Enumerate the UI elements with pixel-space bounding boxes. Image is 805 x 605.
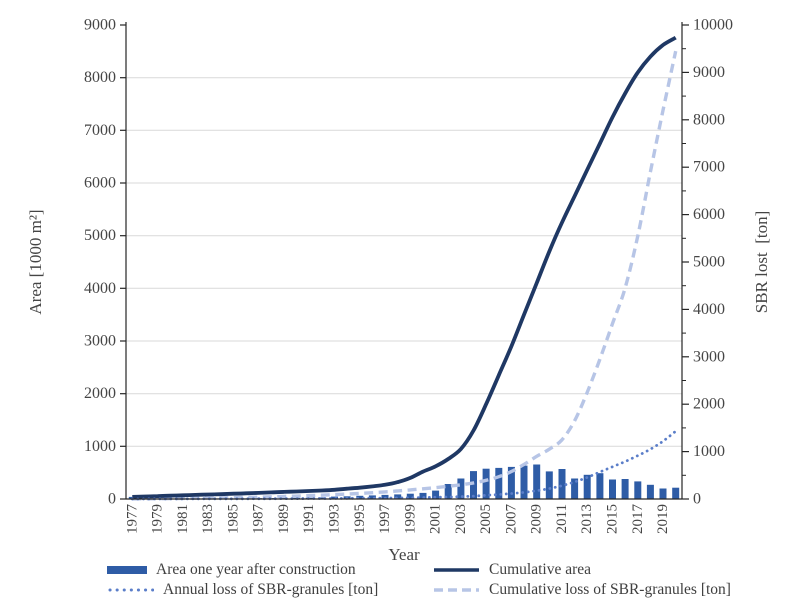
bar-2011 — [558, 469, 566, 499]
y-left-tick-2000: 2000 — [84, 385, 116, 402]
bar-2012 — [571, 478, 579, 499]
y-right-tick-10000: 10000 — [693, 17, 733, 34]
y-right-tick-3000: 3000 — [693, 348, 725, 365]
legend-label-cumulative-area: Cumulative area — [489, 561, 591, 578]
x-tick-1985: 1985 — [225, 504, 241, 534]
x-tick-1989: 1989 — [276, 504, 292, 534]
bar-2005 — [482, 468, 490, 499]
y-right-tick-0: 0 — [693, 491, 701, 508]
legend-label-area-bars: Area one year after construction — [156, 561, 356, 578]
bar-1995 — [356, 495, 364, 499]
y-right-tick-4000: 4000 — [693, 301, 725, 318]
bar-2020 — [672, 487, 680, 499]
x-tick-1979: 1979 — [150, 504, 166, 534]
x-tick-1977: 1977 — [124, 504, 140, 535]
bar-2000 — [419, 492, 427, 499]
y-left-tick-3000: 3000 — [84, 333, 116, 350]
x-axis-title: Year — [388, 545, 420, 564]
bar-2010 — [545, 471, 553, 499]
legend-item-annual-loss: Annual loss of SBR-granules [ton] — [107, 581, 379, 598]
bar-2001 — [432, 490, 440, 499]
bar-2003 — [457, 478, 465, 499]
x-tick-1995: 1995 — [352, 504, 368, 534]
bar-2006 — [495, 467, 503, 499]
legend-item-area-bars: Area one year after construction — [107, 561, 356, 578]
legend-item-cumulative-loss: Cumulative loss of SBR-granules [ton] — [433, 581, 731, 598]
annual-loss-line — [130, 429, 678, 501]
bar-2004 — [470, 471, 477, 499]
y-left-tick-0: 0 — [108, 491, 116, 508]
x-tick-1999: 1999 — [402, 504, 418, 534]
y-left-tick-9000: 9000 — [84, 17, 116, 34]
y-right-tick-7000: 7000 — [693, 159, 725, 176]
x-tick-2011: 2011 — [554, 504, 570, 533]
legend-item-cumulative-area: Cumulative area — [433, 561, 591, 578]
y-left-tick-6000: 6000 — [84, 175, 116, 192]
bar-1999 — [406, 493, 414, 499]
bar-2013 — [583, 474, 591, 499]
y-axis-title-left: Area [1000 m²] — [26, 209, 45, 315]
solid-line-swatch-icon — [434, 568, 479, 572]
bar-2015 — [609, 479, 616, 499]
bar-1998 — [394, 494, 402, 499]
y-right-tick-2000: 2000 — [693, 396, 725, 413]
x-tick-2009: 2009 — [529, 504, 545, 534]
bar-1996 — [368, 495, 376, 499]
x-tick-1981: 1981 — [175, 504, 191, 534]
y-right-tick-6000: 6000 — [693, 206, 725, 223]
bar-2019 — [659, 488, 667, 499]
bar-2002 — [444, 484, 452, 499]
x-tick-2013: 2013 — [579, 504, 595, 534]
dashed-line-swatch-icon — [434, 588, 479, 592]
x-tick-2003: 2003 — [453, 504, 469, 534]
bar-1993 — [331, 496, 338, 499]
x-tick-1983: 1983 — [200, 504, 216, 534]
y-left-tick-1000: 1000 — [84, 438, 116, 455]
x-tick-2005: 2005 — [478, 504, 494, 534]
y-right-tick-5000: 5000 — [693, 254, 725, 271]
legend-label-cumulative-loss: Cumulative loss of SBR-granules [ton] — [489, 581, 731, 598]
x-tick-1993: 1993 — [327, 504, 343, 534]
y-right-tick-8000: 8000 — [693, 111, 725, 128]
dotted-line-swatch-icon — [108, 588, 154, 592]
y-left-tick-8000: 8000 — [84, 69, 116, 86]
bar-2017 — [634, 481, 642, 499]
y-left-tick-7000: 7000 — [84, 122, 116, 139]
cumulative-area-line — [132, 35, 677, 499]
x-tick-1987: 1987 — [251, 504, 267, 535]
y-axis-title-right: SBR lost [ton] — [752, 210, 771, 314]
x-tick-2007: 2007 — [503, 504, 519, 534]
x-tick-1991: 1991 — [301, 504, 317, 534]
x-tick-2015: 2015 — [605, 504, 621, 534]
x-tick-1997: 1997 — [377, 504, 393, 535]
bar-2018 — [646, 484, 654, 499]
legend-label-annual-loss: Annual loss of SBR-granules [ton] — [163, 581, 379, 598]
bar-2016 — [621, 479, 629, 499]
bar-2008 — [520, 465, 528, 499]
y-left-tick-4000: 4000 — [84, 280, 116, 297]
cumulative-loss-line — [132, 50, 678, 501]
y-left-tick-5000: 5000 — [84, 227, 116, 244]
x-tick-2019: 2019 — [655, 504, 671, 534]
bar-series-swatch-icon — [107, 566, 147, 574]
bar-2007 — [507, 466, 515, 499]
y-right-tick-1000: 1000 — [693, 443, 725, 460]
bar-2014 — [596, 473, 604, 499]
bar-2009 — [533, 464, 541, 499]
bar-1992 — [318, 497, 326, 499]
y-right-tick-9000: 9000 — [693, 64, 725, 81]
x-tick-2001: 2001 — [428, 504, 444, 534]
x-tick-2017: 2017 — [630, 504, 646, 535]
